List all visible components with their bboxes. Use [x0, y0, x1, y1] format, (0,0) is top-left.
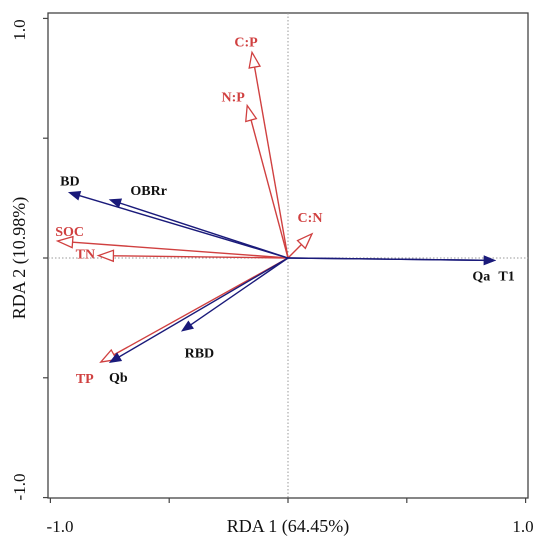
arrowhead-bd	[67, 190, 82, 201]
vector-obrr	[113, 200, 289, 259]
vector-layer	[55, 50, 497, 363]
arrowhead-qb	[108, 352, 123, 363]
x-tick-label-left: -1.0	[47, 517, 74, 536]
y-tick-label-top: 1.0	[10, 19, 29, 40]
vector-t1	[287, 257, 491, 262]
label-c-p: C:P	[234, 35, 258, 50]
arrowhead-c-p	[248, 50, 262, 69]
x-axis-title: RDA 1 (64.45%)	[227, 516, 350, 537]
label-soc: SOC	[55, 225, 84, 240]
arrowhead-n-p	[245, 103, 258, 123]
arrowhead-rbd	[180, 320, 194, 332]
y-axis-title: RDA 2 (10.98%)	[9, 197, 30, 320]
label-obrr: OBRr	[130, 184, 167, 199]
axis-ticks	[43, 17, 527, 503]
arrowhead-soc	[55, 235, 74, 249]
vector-soc	[72, 241, 289, 259]
vector-bd	[73, 193, 289, 259]
label-tp: TP	[76, 372, 94, 387]
vector-qb	[113, 257, 289, 361]
vector-tp	[113, 257, 289, 356]
arrowhead-t1	[483, 255, 497, 266]
vector-tn	[113, 255, 289, 259]
label-bd: BD	[60, 175, 79, 190]
label-c-n: C:N	[298, 211, 323, 226]
label-rbd: RBD	[185, 347, 215, 362]
label-n-p: N:P	[222, 91, 246, 106]
arrowhead-c-n	[296, 232, 314, 250]
label-t1: T1	[498, 269, 514, 284]
x-tick-label-right: 1.0	[512, 517, 533, 536]
label-qa: Qa	[472, 269, 490, 284]
label-tn: TN	[76, 248, 95, 263]
vector-rbd	[185, 257, 289, 329]
arrowhead-tn	[96, 249, 115, 263]
vector-n-p	[250, 119, 289, 259]
y-tick-label-bottom: -1.0	[10, 474, 29, 501]
vector-c-n	[287, 243, 302, 259]
label-layer: C:P N:P C:N SOC TN TP BD OBRr Qa T1 RBD Qb	[55, 35, 515, 387]
vector-c-p	[253, 66, 289, 259]
arrowhead-obrr	[108, 198, 123, 208]
label-qb: Qb	[109, 371, 128, 386]
